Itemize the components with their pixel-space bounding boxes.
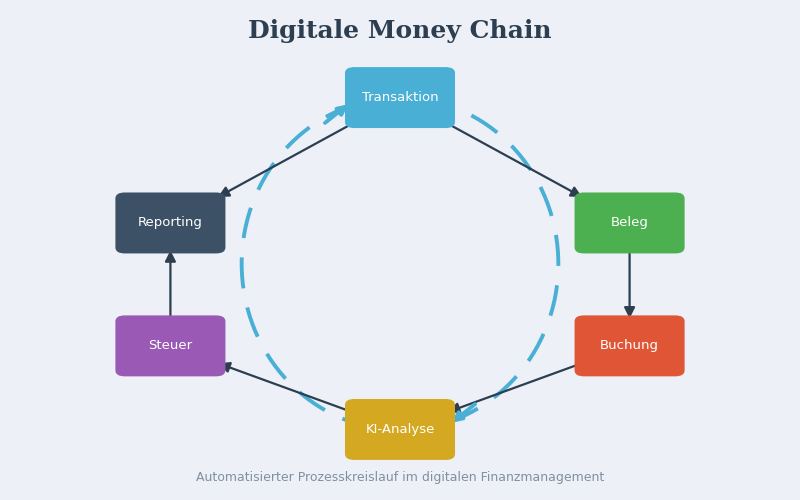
Text: Transaktion: Transaktion <box>362 91 438 104</box>
Text: Reporting: Reporting <box>138 216 203 230</box>
FancyBboxPatch shape <box>115 192 226 254</box>
Text: Automatisierter Prozesskreislauf im digitalen Finanzmanagement: Automatisierter Prozesskreislauf im digi… <box>196 470 604 484</box>
FancyBboxPatch shape <box>345 399 455 460</box>
Text: KI-Analyse: KI-Analyse <box>366 423 434 436</box>
Text: Digitale Money Chain: Digitale Money Chain <box>248 19 552 43</box>
FancyBboxPatch shape <box>115 316 226 376</box>
FancyBboxPatch shape <box>345 67 455 128</box>
Text: Steuer: Steuer <box>148 340 193 352</box>
FancyBboxPatch shape <box>574 316 685 376</box>
Text: Buchung: Buchung <box>600 340 659 352</box>
FancyBboxPatch shape <box>574 192 685 254</box>
Text: Beleg: Beleg <box>610 216 649 230</box>
